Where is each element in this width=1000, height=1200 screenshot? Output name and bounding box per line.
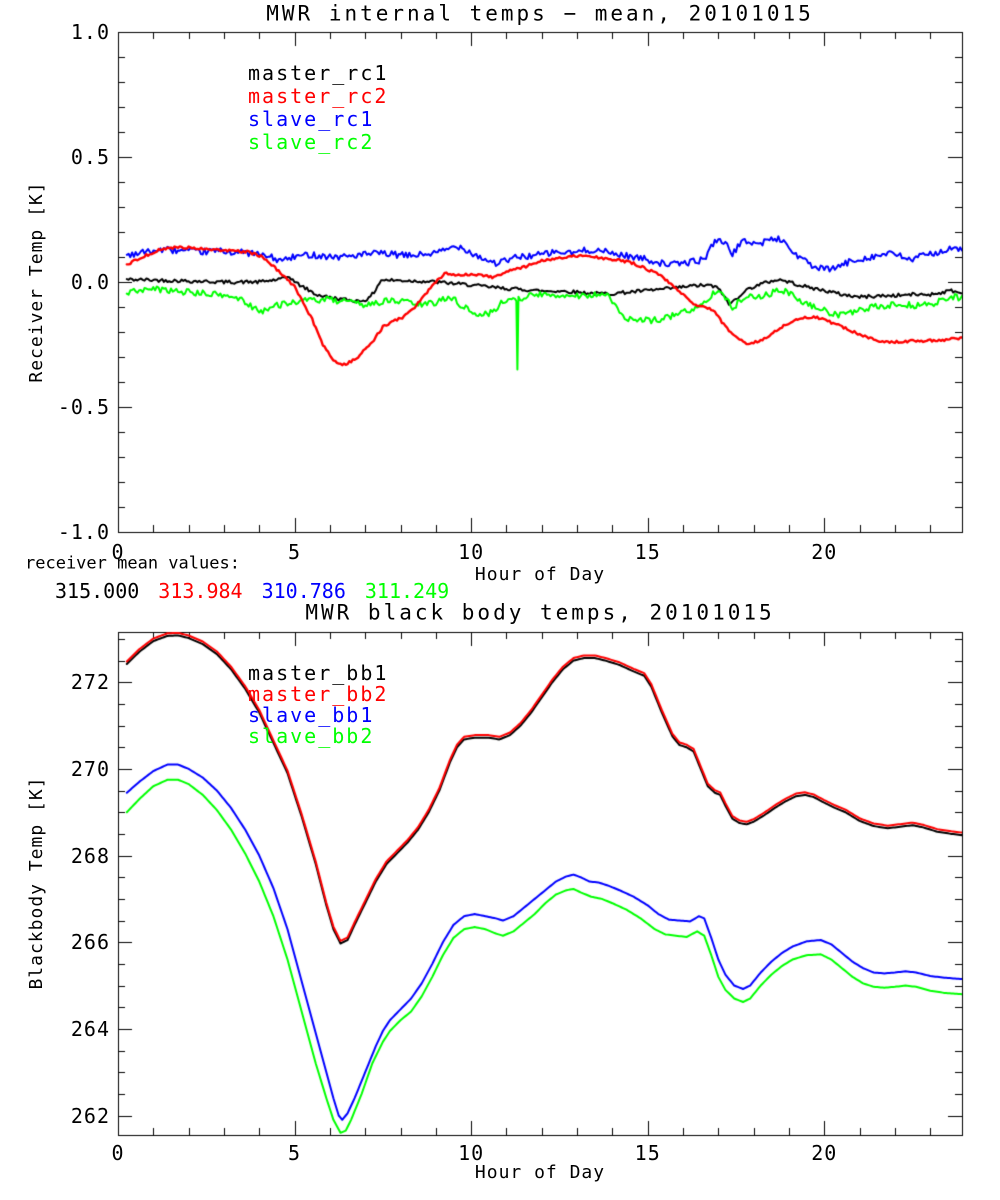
x-tick-label: 0	[111, 540, 125, 564]
legend-master_rc1: master_rc1	[248, 61, 389, 85]
receiver-mean-values: 315.000 313.984 310.786 311.249	[55, 581, 468, 601]
x-tick-label: 15	[634, 1141, 661, 1165]
legend-slave_rc1: slave_rc1	[248, 107, 375, 131]
y-tick-label: 0.5	[70, 145, 110, 169]
bottom-chart-x-axis-label: Hour of Day	[474, 1162, 606, 1183]
legend-slave_bb2: slave_bb2	[248, 724, 375, 748]
x-tick-label: 20	[811, 540, 838, 564]
x-tick-label: 20	[811, 1141, 838, 1165]
receiver-mean-value: 315.000	[55, 579, 140, 603]
legend-master_bb1: master_bb1	[248, 661, 389, 685]
top-chart-y-axis-label: Receiver Temp [K]	[26, 181, 47, 383]
x-tick-label: 10	[458, 540, 485, 564]
x-tick-label: 0	[111, 1141, 125, 1165]
top-chart-x-axis-label: Hour of Day	[474, 564, 606, 585]
y-tick-label: -0.5	[57, 395, 110, 419]
receiver-mean-value: 310.786	[261, 579, 346, 603]
legend-slave_rc2: slave_rc2	[248, 130, 375, 154]
x-tick-label: 10	[458, 1141, 485, 1165]
bottom-chart-y-axis-label: Blackbody Temp [K]	[26, 776, 47, 990]
x-tick-label: 15	[634, 540, 661, 564]
y-tick-label: 266	[70, 930, 110, 955]
y-tick-label: 264	[70, 1016, 110, 1041]
receiver-mean-values-label: receiver mean values:	[25, 553, 240, 574]
receiver-mean-value: 311.249	[364, 579, 450, 603]
y-tick-label: -1.0	[57, 520, 110, 544]
receiver-mean-value: 313.984	[158, 579, 243, 603]
top-chart-title: MWR internal temps − mean, 20101015	[266, 1, 814, 26]
bottom-chart-title: MWR black body temps, 20101015	[305, 600, 775, 625]
y-tick-label: 1.0	[70, 20, 110, 44]
y-tick-label: 262	[70, 1103, 110, 1128]
legend-slave_bb1: slave_bb1	[248, 703, 375, 727]
y-tick-label: 268	[70, 843, 110, 868]
y-tick-label: 270	[70, 756, 110, 781]
y-tick-label: 0.0	[70, 270, 110, 294]
x-tick-label: 5	[288, 540, 302, 564]
legend-master_bb2: master_bb2	[248, 682, 389, 706]
x-tick-label: 5	[288, 1141, 302, 1165]
y-tick-label: 272	[70, 670, 110, 695]
legend-master_rc2: master_rc2	[248, 84, 389, 108]
